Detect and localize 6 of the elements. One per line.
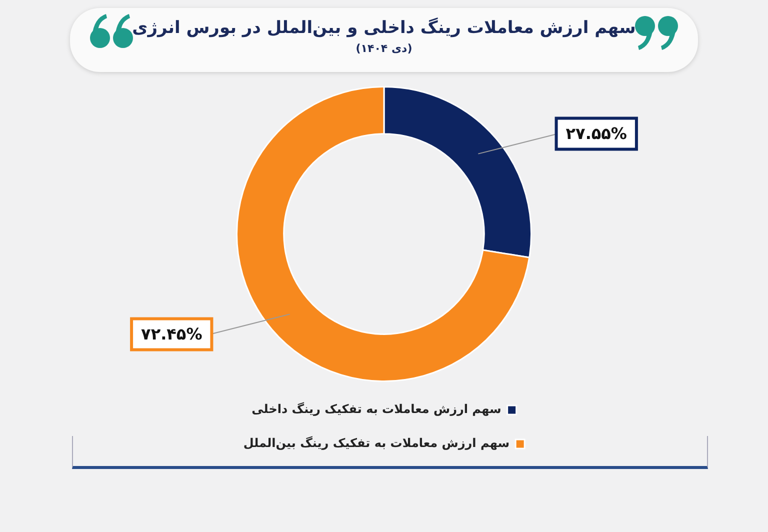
legend-label: سهم ارزش معاملات به تفکیک رینگ بین‌الملل bbox=[243, 436, 510, 450]
data-label: ۷۲.۴۵% bbox=[141, 324, 202, 344]
legend-label: سهم ارزش معاملات به تفکیک رینگ داخلی bbox=[252, 402, 502, 416]
chart-title: سهم ارزش معاملات رینگ داخلی و بین‌الملل در بورس انرژی bbox=[131, 18, 637, 38]
chart-subtitle: (دی ۱۴۰۴) bbox=[354, 42, 414, 55]
data-label: ۲۷.۵۵% bbox=[566, 124, 627, 143]
